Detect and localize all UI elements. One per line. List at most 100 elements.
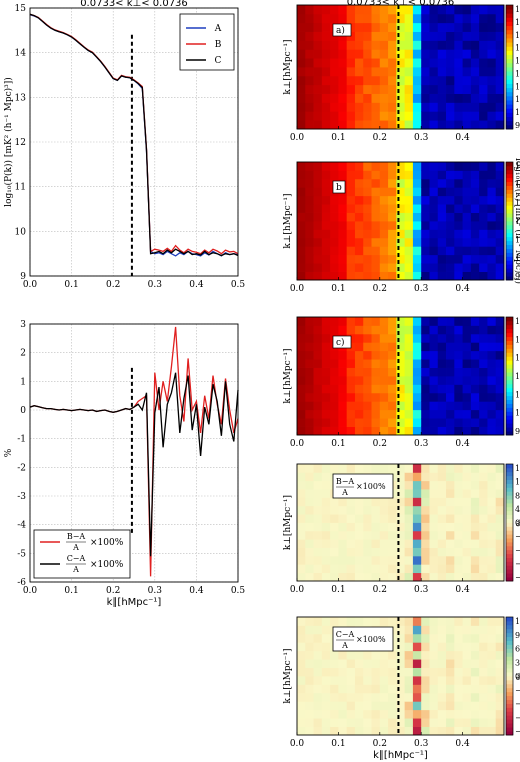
heat-a-colorbar-step [506, 9, 513, 14]
heat-c-colorbar-step [506, 376, 513, 381]
heat-c-xtick-label: 0.4 [455, 439, 470, 449]
heat-a-cell [388, 93, 397, 103]
heat-d-cell [379, 572, 389, 582]
heat-b-cell [346, 212, 356, 222]
heat-e-cell [412, 701, 422, 711]
heat-d-colorbar-step [506, 553, 513, 558]
heat-e-cell [495, 667, 505, 677]
heat-d-cell [371, 497, 381, 507]
heat-e-cell [338, 709, 348, 719]
heat-e-cell [487, 701, 497, 711]
heat-a-cell [495, 93, 505, 103]
heat-b-cell [388, 229, 397, 239]
heat-e-cell [363, 726, 372, 736]
heat-a-cell [396, 58, 406, 68]
heat-a-cell [313, 40, 323, 50]
heat-e-cell [388, 701, 397, 711]
heat-b-cell [454, 162, 463, 171]
heat-a-cell [429, 111, 439, 121]
heat-a-cell [371, 67, 381, 77]
heat-a-cell [412, 13, 422, 24]
heat-c-cell [371, 359, 381, 368]
heat-c-cell [421, 376, 430, 385]
legend-box [179, 13, 235, 71]
heat-c-cell [454, 401, 463, 411]
heat-c-cell [379, 392, 389, 402]
heat-c-cell [412, 350, 422, 360]
heat-b-cell [404, 263, 414, 272]
heat-d-cell [313, 547, 323, 557]
heat-b-cell [404, 187, 414, 197]
heat-c-cell [313, 325, 323, 335]
heat-b-cell [305, 254, 314, 264]
heat-b-cell [354, 246, 364, 256]
heat-c-cell [487, 342, 497, 352]
heat-d-cell [454, 555, 463, 565]
heat-c-cell [330, 367, 339, 377]
heat-c-cell [297, 392, 306, 402]
heat-c-cell [338, 418, 348, 427]
heat-a-cell [404, 22, 414, 32]
heat-c-cell [446, 376, 455, 385]
heat-a-cell [313, 58, 323, 68]
heat-a-cell [479, 111, 488, 121]
heat-a-colorbar-step [506, 91, 513, 97]
heat-e-cell [297, 684, 306, 694]
bottom-left-legend: B−AA ×100%C−AA ×100% [33, 529, 131, 579]
heat-c-cell [396, 325, 406, 335]
heat-b-cell [313, 195, 323, 205]
heat-a-cell [412, 58, 422, 68]
heat-d-cell [446, 514, 455, 523]
heat-b-cell [470, 237, 480, 247]
heat-a-cell [354, 75, 364, 86]
heat-b-cell [429, 195, 439, 205]
heat-e-cell [470, 692, 480, 702]
heat-a-cell [487, 75, 497, 86]
heat-b-cell [421, 204, 430, 213]
heat-c-cell [346, 392, 356, 402]
heat-b-cell [487, 229, 497, 239]
heat-d-cell [354, 522, 364, 532]
heat-e-cell [305, 633, 314, 643]
heat-d-cell [462, 530, 472, 540]
heat-e-colorbar-step [506, 711, 513, 716]
heat-c-cell [470, 317, 480, 326]
heat-b-cell [388, 195, 397, 205]
heat-d-cell [437, 480, 447, 490]
heat-c-cell [379, 350, 389, 360]
heat-d-cell [462, 522, 472, 532]
heat-a-cell [437, 58, 447, 68]
heat-c-cell [313, 384, 323, 394]
top-left-xtick-label: 0.3 [148, 280, 163, 290]
heat-e-cell [346, 659, 356, 668]
heat-a-colorbar-tick-label: 12.0 [515, 69, 520, 78]
heat-c-colorbar-step [506, 352, 513, 357]
heat-e-cell [396, 709, 406, 719]
heat-d-cell [338, 464, 348, 473]
heat-d-cell [396, 514, 406, 523]
heat-a-xtick-label: 0.2 [373, 133, 387, 143]
heat-e-cell [396, 650, 406, 660]
heat-a-cell [495, 40, 505, 50]
heat-b-cell [412, 187, 422, 197]
heat-b-cell [313, 254, 323, 264]
heat-e-cell [388, 692, 397, 702]
heat-b-colorbar [505, 161, 514, 281]
heat-a-cell [379, 49, 389, 59]
bottom-left-series-1 [29, 372, 239, 557]
heat-c-cell [412, 409, 422, 419]
heat-e-cell [297, 718, 306, 727]
heat-b-cell [330, 221, 339, 230]
heat-a-cell [388, 13, 397, 24]
heat-d-colorbar-step [506, 569, 513, 574]
heat-d-cell [429, 572, 439, 582]
heat-a-colorbar-step [506, 104, 513, 109]
heat-d-colorbar-step [506, 573, 513, 578]
heat-c-cell [421, 401, 430, 411]
heat-d-cell [396, 572, 406, 582]
heat-a-cell [429, 102, 439, 112]
heat-c-cell [412, 418, 422, 427]
heat-c-colorbar-step [506, 332, 513, 338]
heat-c-cell [346, 367, 356, 377]
heat-b-cell [346, 229, 356, 239]
